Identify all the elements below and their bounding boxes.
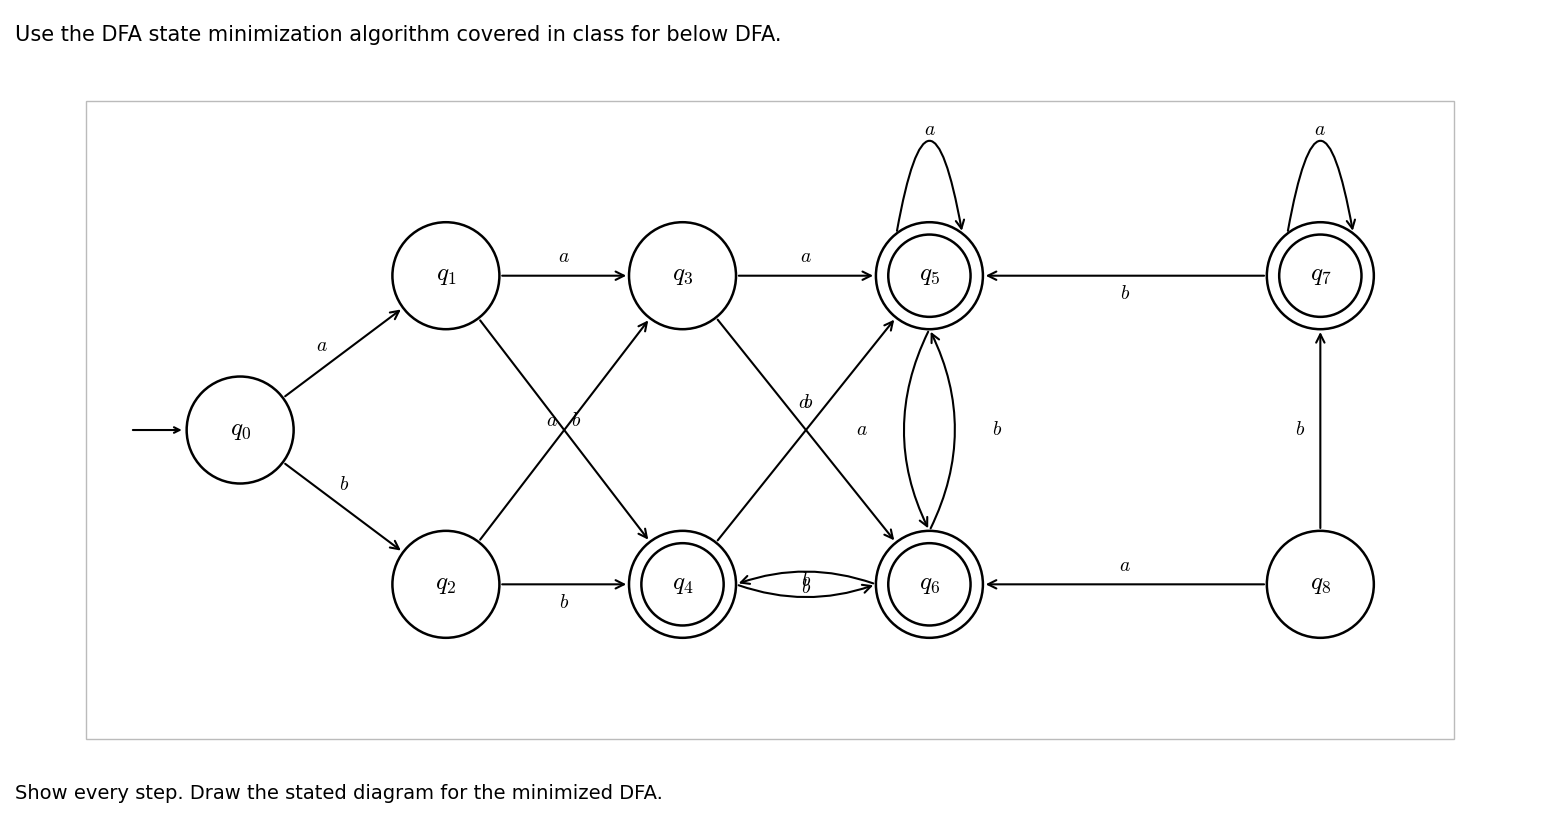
Text: $q_3$: $q_3$ xyxy=(671,264,693,287)
Text: $q_6$: $q_6$ xyxy=(918,573,940,596)
Text: $a$: $a$ xyxy=(316,337,327,355)
Text: $q_7$: $q_7$ xyxy=(1310,264,1332,287)
Text: $b$: $b$ xyxy=(1295,421,1305,439)
Text: $q_5$: $q_5$ xyxy=(920,264,940,287)
Text: $b$: $b$ xyxy=(802,394,813,412)
Text: $b$: $b$ xyxy=(992,421,1001,439)
Text: $q_2$: $q_2$ xyxy=(435,573,457,596)
Circle shape xyxy=(392,531,500,638)
Circle shape xyxy=(630,531,736,638)
Text: $b$: $b$ xyxy=(1120,286,1129,303)
Text: $a$: $a$ xyxy=(798,394,810,412)
Text: $b$: $b$ xyxy=(339,476,349,494)
Text: $a$: $a$ xyxy=(546,412,559,430)
Text: $q_4$: $q_4$ xyxy=(671,573,693,596)
Circle shape xyxy=(1267,222,1373,329)
Circle shape xyxy=(630,222,736,329)
Text: $a$: $a$ xyxy=(559,249,569,266)
Text: $b$: $b$ xyxy=(801,579,812,597)
Text: Show every step. Draw the stated diagram for the minimized DFA.: Show every step. Draw the stated diagram… xyxy=(15,783,663,803)
Text: $a$: $a$ xyxy=(1315,121,1327,138)
Text: Use the DFA state minimization algorithm covered in class for below DFA.: Use the DFA state minimization algorithm… xyxy=(15,25,782,44)
Circle shape xyxy=(876,531,983,638)
Text: $a$: $a$ xyxy=(856,421,867,439)
Circle shape xyxy=(392,222,500,329)
Text: $b$: $b$ xyxy=(559,594,569,611)
Text: $a$: $a$ xyxy=(924,121,935,138)
Circle shape xyxy=(187,376,293,483)
Text: $a$: $a$ xyxy=(801,249,812,266)
Text: $b$: $b$ xyxy=(571,412,582,430)
Text: $q_8$: $q_8$ xyxy=(1310,573,1332,596)
Text: $q_0$: $q_0$ xyxy=(230,419,250,441)
Text: $a$: $a$ xyxy=(1119,557,1131,574)
Circle shape xyxy=(1267,531,1373,638)
Text: $q_1$: $q_1$ xyxy=(435,264,457,287)
Text: $b$: $b$ xyxy=(801,572,812,590)
Circle shape xyxy=(876,222,983,329)
